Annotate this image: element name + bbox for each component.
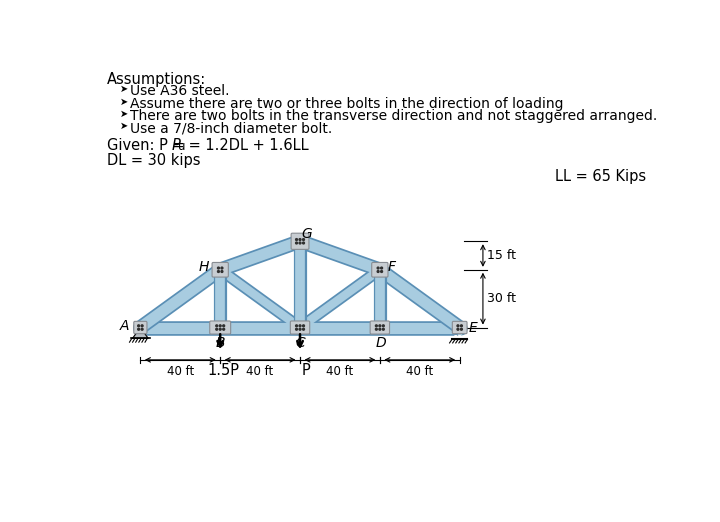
Text: 40 ft: 40 ft <box>326 365 354 378</box>
Circle shape <box>302 242 305 244</box>
Circle shape <box>138 328 140 330</box>
Text: H: H <box>199 259 210 274</box>
Text: 40 ft: 40 ft <box>406 365 433 378</box>
Circle shape <box>302 328 305 330</box>
Text: B: B <box>215 336 225 350</box>
Circle shape <box>220 325 221 327</box>
Circle shape <box>377 270 379 272</box>
Text: Use a 7/8-inch diameter bolt.: Use a 7/8-inch diameter bolt. <box>130 121 333 135</box>
Circle shape <box>217 267 220 269</box>
Circle shape <box>221 270 223 272</box>
Circle shape <box>461 325 462 327</box>
Circle shape <box>299 328 301 330</box>
Circle shape <box>296 239 297 241</box>
Circle shape <box>220 328 221 330</box>
Circle shape <box>381 267 382 269</box>
Circle shape <box>299 325 301 327</box>
Circle shape <box>299 239 301 241</box>
Text: Given: P =: Given: P = <box>107 138 189 153</box>
Text: G: G <box>302 227 312 241</box>
Circle shape <box>141 328 143 330</box>
Circle shape <box>457 325 459 327</box>
Text: ➤: ➤ <box>120 121 127 131</box>
FancyBboxPatch shape <box>290 321 310 334</box>
Text: Assumptions:: Assumptions: <box>107 72 207 87</box>
Circle shape <box>296 328 297 330</box>
Text: P: P <box>302 363 310 378</box>
Circle shape <box>382 325 384 327</box>
Circle shape <box>379 325 381 327</box>
Text: P: P <box>171 138 180 153</box>
FancyBboxPatch shape <box>291 233 309 250</box>
Text: 15 ft: 15 ft <box>487 249 516 262</box>
Circle shape <box>299 242 301 244</box>
FancyBboxPatch shape <box>372 263 388 277</box>
Circle shape <box>216 325 217 327</box>
Text: F: F <box>387 259 395 274</box>
Text: A: A <box>120 319 130 333</box>
Text: ➤: ➤ <box>120 84 127 94</box>
Circle shape <box>222 325 225 327</box>
Circle shape <box>382 328 384 330</box>
Circle shape <box>458 336 462 339</box>
Circle shape <box>377 267 379 269</box>
Circle shape <box>375 325 377 327</box>
Text: ➤: ➤ <box>120 97 127 106</box>
Circle shape <box>461 328 462 330</box>
Text: LL = 65 Kips: LL = 65 Kips <box>555 169 646 184</box>
Text: 40 ft: 40 ft <box>246 365 274 378</box>
Circle shape <box>381 270 382 272</box>
Circle shape <box>375 328 377 330</box>
Circle shape <box>302 325 305 327</box>
Circle shape <box>141 325 143 327</box>
Circle shape <box>296 242 297 244</box>
FancyBboxPatch shape <box>212 263 228 277</box>
Circle shape <box>221 267 223 269</box>
FancyBboxPatch shape <box>452 322 467 334</box>
Text: 40 ft: 40 ft <box>166 365 194 378</box>
Circle shape <box>296 325 297 327</box>
Text: Assume there are two or three bolts in the direction of loading: Assume there are two or three bolts in t… <box>130 97 564 111</box>
Text: E: E <box>469 321 478 335</box>
Circle shape <box>217 270 220 272</box>
Text: C: C <box>295 336 305 350</box>
Text: DL = 30 kips: DL = 30 kips <box>107 153 201 169</box>
Text: D: D <box>376 336 387 350</box>
FancyBboxPatch shape <box>210 321 230 334</box>
Circle shape <box>302 239 305 241</box>
Text: There are two bolts in the transverse direction and not staggered arranged.: There are two bolts in the transverse di… <box>130 109 657 123</box>
Text: 1.5P: 1.5P <box>207 363 239 378</box>
Circle shape <box>457 328 459 330</box>
FancyBboxPatch shape <box>370 321 390 334</box>
Text: u: u <box>178 140 185 153</box>
Circle shape <box>216 328 217 330</box>
Text: 30 ft: 30 ft <box>487 292 516 305</box>
Circle shape <box>138 325 140 327</box>
FancyBboxPatch shape <box>134 322 147 334</box>
Text: ➤: ➤ <box>120 109 127 119</box>
Polygon shape <box>132 327 148 338</box>
Text: Use A36 steel.: Use A36 steel. <box>130 84 230 98</box>
Circle shape <box>462 336 466 339</box>
Circle shape <box>379 328 381 330</box>
Circle shape <box>222 328 225 330</box>
Circle shape <box>454 336 458 339</box>
Text: = 1.2DL + 1.6LL: = 1.2DL + 1.6LL <box>184 138 308 153</box>
